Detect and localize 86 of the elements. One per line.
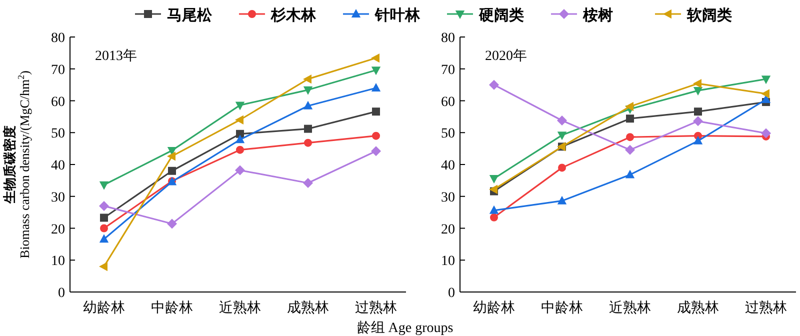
point — [100, 214, 108, 222]
y-tick-label: 80 — [51, 31, 65, 46]
y-tick-label: 60 — [51, 94, 65, 110]
point — [304, 124, 312, 133]
x-tick-label: 幼龄林 — [473, 300, 515, 316]
x-tick-label: 中龄林 — [541, 300, 583, 316]
x-axis-title: 龄组 Age groups — [356, 320, 454, 336]
y-tick-label: 70 — [51, 62, 65, 78]
point — [371, 83, 381, 92]
point — [372, 108, 380, 116]
point — [167, 146, 177, 156]
point — [626, 133, 634, 142]
point — [694, 108, 702, 116]
point — [693, 136, 703, 144]
x-tick-label: 幼龄林 — [83, 300, 125, 316]
point — [557, 132, 567, 140]
point — [557, 116, 567, 126]
text: 2013年 — [95, 48, 137, 64]
point — [99, 234, 109, 243]
text: 2020年 — [485, 48, 527, 64]
point — [100, 224, 108, 232]
y-tick-label: 30 — [441, 190, 455, 206]
y-tick-label: 40 — [51, 158, 65, 174]
x-tick-label: 成熟林 — [677, 300, 719, 316]
point — [99, 262, 108, 272]
point — [167, 218, 177, 229]
legend-label: 马尾松 — [167, 7, 213, 24]
x-tick-label: 中龄林 — [151, 300, 193, 316]
point — [235, 165, 245, 176]
x-tick-label: 成熟林 — [287, 300, 329, 316]
y-tick-label: 20 — [51, 222, 65, 238]
point — [371, 66, 381, 76]
point — [693, 87, 703, 96]
point — [371, 53, 380, 63]
point — [761, 89, 770, 98]
point — [236, 146, 244, 154]
x-tick-label: 近熟林 — [609, 300, 651, 316]
point — [304, 138, 312, 147]
y-tick-label: 30 — [51, 190, 65, 206]
point — [489, 184, 498, 194]
point — [167, 152, 176, 161]
point — [761, 76, 771, 84]
y-tick-label: 10 — [441, 254, 455, 270]
point — [489, 80, 499, 90]
legend-label: 桉树 — [582, 7, 613, 24]
point — [693, 78, 702, 88]
legend-label: 软阔类 — [686, 7, 732, 24]
point — [625, 170, 635, 178]
point — [625, 102, 634, 112]
point — [490, 213, 498, 222]
y-tick-label: 40 — [441, 158, 455, 174]
x-tick-label: 过熟林 — [355, 300, 397, 316]
y-tick-label: 50 — [441, 126, 455, 142]
y-tick-label: 0 — [448, 286, 455, 301]
point — [693, 116, 703, 126]
legend-label: 硬阔类 — [478, 7, 524, 24]
point — [303, 178, 313, 188]
legend-label: 杉木林 — [270, 7, 317, 24]
point — [489, 175, 499, 184]
y-tick-label: 0 — [58, 286, 65, 301]
point — [303, 86, 313, 95]
point — [557, 196, 567, 204]
y-tick-label: 70 — [441, 62, 455, 78]
y-tick-label: 20 — [441, 222, 455, 238]
point — [99, 200, 109, 211]
point — [235, 134, 245, 144]
legend-label: 针叶林 — [374, 7, 421, 24]
point — [303, 100, 313, 110]
point — [235, 102, 245, 110]
point — [489, 205, 499, 214]
point — [303, 74, 312, 84]
point — [372, 132, 380, 140]
point — [371, 146, 381, 156]
point — [558, 164, 566, 172]
y-tick-label: 10 — [51, 254, 65, 270]
point — [626, 114, 634, 123]
point — [761, 128, 771, 138]
y-tick-label: 80 — [441, 31, 455, 46]
point — [168, 166, 176, 175]
x-tick-label: 过熟林 — [745, 300, 787, 316]
point — [235, 115, 244, 124]
point — [99, 181, 109, 190]
point — [625, 144, 635, 155]
x-tick-label: 近熟林 — [219, 300, 261, 316]
y-tick-label: 60 — [441, 94, 455, 110]
y-tick-label: 50 — [51, 126, 65, 142]
